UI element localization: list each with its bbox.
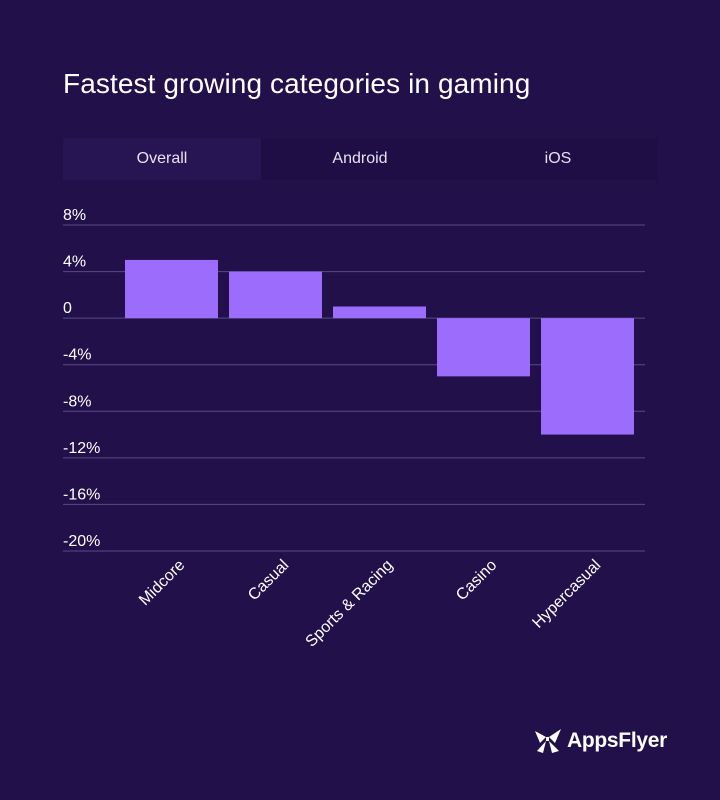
y-tick-label: 4% <box>63 254 86 271</box>
y-tick-label: -4% <box>63 347 91 364</box>
appsflyer-logo-icon <box>535 729 561 753</box>
y-tick-label: -20% <box>63 533 100 550</box>
bar-casual <box>229 271 322 319</box>
bar-casino <box>437 318 530 377</box>
y-tick-label: 8% <box>63 207 86 224</box>
y-tick-label: -8% <box>63 393 91 410</box>
x-tick-label: Casual <box>245 557 292 604</box>
y-tick-label: -12% <box>63 440 100 457</box>
x-tick-label: Midcore <box>136 557 188 609</box>
tab-android[interactable]: Android <box>332 150 388 167</box>
y-tick-label: -16% <box>63 486 100 503</box>
tab-overall[interactable]: Overall <box>63 138 261 180</box>
x-tick-label: Casino <box>453 557 500 604</box>
bar-sports-racing <box>333 306 426 319</box>
y-tick-label: 0 <box>63 300 72 317</box>
x-tick-label: Sports & Racing <box>303 557 397 651</box>
x-tick-label: Hypercasual <box>529 557 604 632</box>
bar-midcore <box>125 259 218 319</box>
tab-ios[interactable]: iOS <box>544 150 572 167</box>
segment-tabs: Overall Android iOS <box>63 138 657 180</box>
chart-title: Fastest growing categories in gaming <box>63 68 531 99</box>
bar-hypercasual <box>541 318 634 435</box>
appsflyer-logo: AppsFlyer <box>533 727 667 755</box>
brand-name: AppsFlyer <box>567 729 667 752</box>
